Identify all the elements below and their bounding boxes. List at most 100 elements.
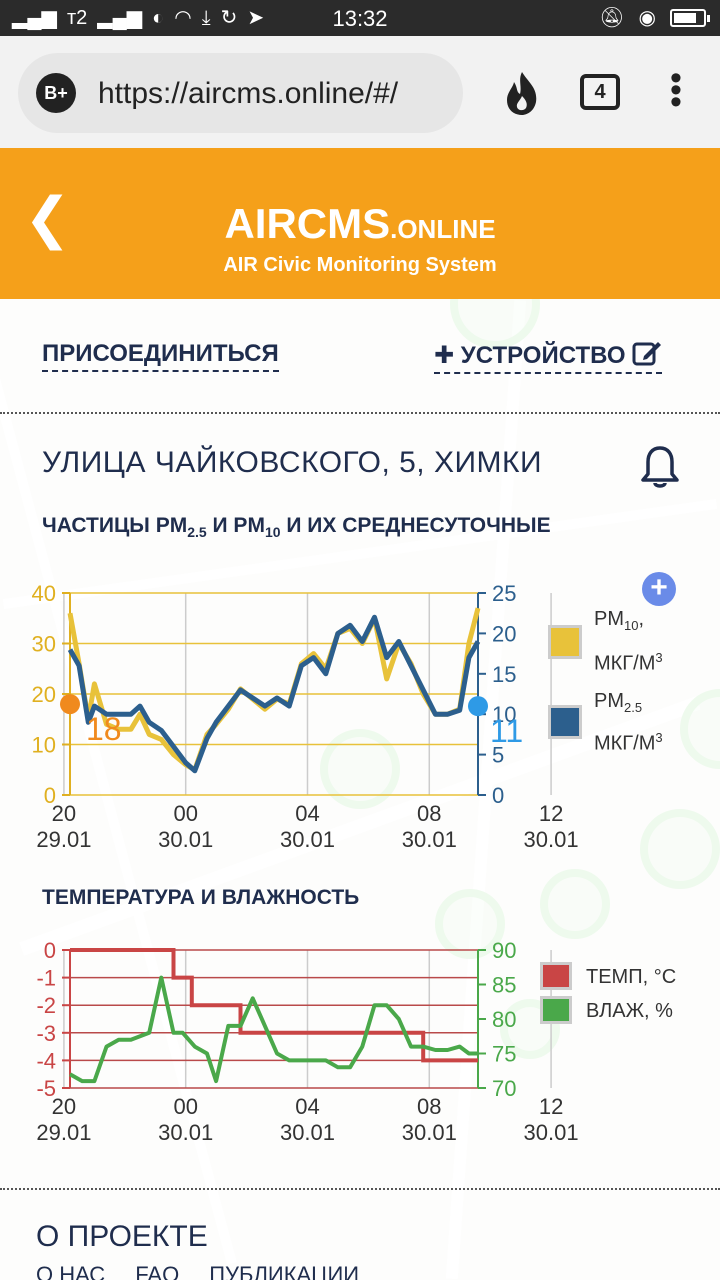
y-left-tick-label: -3 — [36, 1021, 56, 1046]
y-right-tick-label: 70 — [492, 1076, 516, 1101]
x-tick-date: 29.01 — [36, 1120, 91, 1145]
x-tick-date: 30.01 — [158, 1120, 213, 1145]
sync-icon: ↻ — [220, 7, 238, 29]
download-icon: ⤓ — [201, 7, 211, 29]
legend-swatch-hum — [540, 996, 572, 1024]
pm-title-sub-a: 2.5 — [187, 524, 207, 541]
x-tick-hour: 12 — [539, 801, 563, 826]
edit-icon — [632, 342, 662, 366]
divider-top — [0, 412, 720, 414]
x-tick-hour: 08 — [417, 1094, 441, 1119]
add-series-button[interactable]: + — [642, 572, 676, 606]
tab-switcher-button[interactable]: 4 — [580, 74, 620, 110]
legend-unit-pm25: МКГ/М3 — [594, 730, 663, 755]
y-left-tick-label: 0 — [44, 783, 56, 808]
brand-tagline: AIR Civic Monitoring System — [223, 254, 497, 276]
device-label: УСТРОЙСТВО — [460, 342, 626, 369]
mute-icon: 🔕︎ — [599, 7, 625, 29]
brand-suffix: .ONLINE — [390, 214, 496, 244]
wifi-icon: ◠ — [174, 7, 192, 29]
signal-icon: ▂▄▆ — [12, 7, 57, 29]
x-tick-hour: 12 — [539, 1094, 563, 1119]
back-icon[interactable]: ❮ — [24, 186, 71, 249]
x-tick-hour: 08 — [417, 801, 441, 826]
legend-label-pm25: PM2.5 — [594, 690, 643, 715]
about-heading: О ПРОЕКТЕ — [36, 1220, 208, 1253]
battery-icon — [670, 9, 710, 27]
x-tick-date: 30.01 — [524, 1120, 579, 1145]
y-right-tick-label: 85 — [492, 973, 516, 998]
pm-chart: 1629.012029.010030.010430.010830.011230.… — [32, 581, 579, 852]
pm10-current-value: 18 — [86, 711, 122, 747]
browser-badge-icon[interactable]: B+ — [36, 73, 76, 113]
overflow-menu-icon[interactable]: • • • — [670, 59, 682, 121]
clock: 13:32 — [332, 6, 388, 31]
legend-swatch-temp — [540, 962, 572, 990]
x-tick-hour: 20 — [52, 1094, 76, 1119]
pm25-current-value: 11 — [490, 713, 523, 749]
flame-icon-svg — [507, 72, 537, 115]
footer-link-about-us[interactable]: О НАС — [36, 1262, 106, 1280]
footer-link-faq[interactable]: FAQ — [135, 1262, 180, 1280]
y-left-tick-label: -4 — [36, 1048, 56, 1073]
telegram-icon: ➤ — [247, 7, 265, 29]
temp-chart-title: ТЕМПЕРАТУРА И ВЛАЖНОСТЬ — [42, 886, 360, 909]
bell-icon[interactable] — [640, 444, 680, 490]
y-right-tick-label: 0 — [492, 783, 504, 808]
x-tick-date: 30.01 — [402, 1120, 457, 1145]
url-text[interactable]: https://aircms.online/#/ — [98, 77, 399, 110]
footer-link-publications[interactable]: ПУБЛИКАЦИИ — [209, 1262, 360, 1280]
add-device-link[interactable]: ✚ УСТРОЙСТВО — [434, 340, 663, 374]
x-tick-date: 30.01 — [158, 827, 213, 852]
x-tick-date: 30.01 — [524, 827, 579, 852]
x-tick-hour: 20 — [52, 801, 76, 826]
flame-icon[interactable] — [502, 70, 542, 126]
pm-title-a: ЧАСТИЦЫ PM — [42, 514, 188, 537]
y-left-tick-label: 20 — [32, 682, 56, 707]
browser-toolbar: B+ https://aircms.online/#/ 4 • • • — [0, 36, 720, 148]
site-header: ❮ AIRCMS.ONLINE AIR Civic Monitoring Sys… — [0, 148, 720, 299]
x-tick-date: 30.01 — [280, 827, 335, 852]
x-tick-date: 30.01 — [402, 827, 457, 852]
legend-unit-pm10: МКГ/М3 — [594, 650, 663, 675]
x-tick-date: 30.01 — [280, 1120, 335, 1145]
y-right-tick-label: 75 — [492, 1042, 516, 1067]
join-link[interactable]: ПРИСОЕДИНИТЬСЯ — [42, 340, 279, 372]
footer-links: О НАС FAQ ПУБЛИКАЦИИ — [36, 1262, 359, 1280]
temp-chart: 1629.012029.010030.010430.010830.011230.… — [36, 938, 579, 1145]
place-title: УЛИЦА ЧАЙКОВСКОГО, 5, ХИМКИ — [42, 446, 543, 479]
pm-title-c: И ИХ СРЕДНЕСУТОЧНЫЕ — [280, 514, 551, 537]
y-right-tick-label: 10 — [492, 702, 516, 727]
brand-logo[interactable]: AIRCMS.ONLINE — [0, 200, 720, 248]
y-left-tick-label: -1 — [36, 966, 56, 991]
legend-swatch-pm10 — [548, 625, 582, 659]
legend-label-temp: ТЕМП, °C — [586, 966, 677, 988]
address-bar[interactable]: B+ https://aircms.online/#/ — [18, 53, 463, 133]
y-left-tick-label: 40 — [32, 581, 56, 606]
carrier-label: т2 — [66, 7, 88, 29]
series-line-humidity — [69, 975, 478, 1084]
eye-icon: ◉ — [638, 7, 656, 29]
brand-main: AIRCMS — [224, 200, 391, 247]
series-line-pm10 — [67, 607, 481, 773]
series-line-temperature — [70, 948, 478, 1063]
y-right-tick-label: 25 — [492, 581, 516, 606]
x-tick-date: 29.01 — [36, 827, 91, 852]
plus-icon: ✚ — [434, 342, 455, 369]
y-right-tick-label: 90 — [492, 938, 516, 963]
y-left-tick-label: -5 — [36, 1076, 56, 1101]
temp-legend: ТЕМП, °C ВЛАЖ, % — [540, 962, 720, 1042]
x-tick-hour: 04 — [295, 1094, 319, 1119]
pm10-current-marker — [60, 694, 80, 715]
y-right-tick-label: 80 — [492, 1007, 516, 1032]
pm-chart-title: ЧАСТИЦЫ PM2.5 И PM10 И ИХ СРЕДНЕСУТОЧНЫЕ — [42, 514, 551, 540]
legend-label-hum: ВЛАЖ, % — [586, 1000, 673, 1022]
y-left-tick-label: 0 — [44, 938, 56, 963]
y-left-tick-label: -2 — [36, 993, 56, 1018]
pm-legend: PM10, МКГ/М3 PM2.5 МКГ/М3 — [548, 600, 720, 760]
divider-bottom — [0, 1188, 720, 1190]
y-left-tick-label: 10 — [32, 733, 56, 758]
pm25-current-marker — [468, 696, 488, 717]
legend-swatch-pm25 — [548, 705, 582, 739]
x-tick-hour: 04 — [295, 801, 319, 826]
